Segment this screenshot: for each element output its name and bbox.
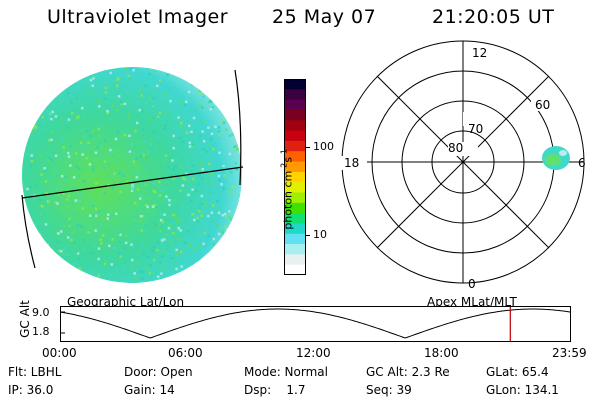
info-glat: GLat: 65.4 <box>486 365 549 379</box>
colorbar-segment <box>284 79 306 90</box>
timeline-x-tick-0000: 00:00 <box>42 346 77 360</box>
timeline-x-tick-0600: 06:00 <box>168 346 203 360</box>
colorbar-segment <box>284 213 306 225</box>
timeline-y-axis-label: GC Alt <box>18 300 32 338</box>
color-scale-bar <box>284 79 306 275</box>
label-bg-60 <box>531 97 555 111</box>
polar-mlt-plot <box>337 40 585 284</box>
info-gain: Gain: 14 <box>124 383 175 397</box>
timeline-x-tick-2359: 23:59 <box>552 346 587 360</box>
colorbar-segment <box>284 99 306 111</box>
timeline-left-label: Geographic Lat/Lon <box>67 295 185 309</box>
info-glon: GLon: 134.1 <box>486 383 559 397</box>
colorbar-segment <box>284 233 306 245</box>
timeline-y-tick-1-8: 1.8 <box>32 325 50 338</box>
label-bg-80 <box>448 142 478 156</box>
mlt-label-0: 0 <box>468 277 476 291</box>
label-bg-12 <box>473 47 491 61</box>
timeline-x-tick-1800: 18:00 <box>424 346 459 360</box>
colorbar-segment <box>284 192 306 204</box>
info-door: Door: Open <box>124 365 193 379</box>
polar-aurora-blob <box>542 146 570 170</box>
colorbar-segment <box>284 264 306 275</box>
colorbar-tick-10 <box>305 235 310 236</box>
colorbar-segment <box>284 254 306 266</box>
lat-label-80: 80 <box>448 141 464 155</box>
colorbar-segment <box>284 202 306 214</box>
info-ip: IP: 36.0 <box>8 383 54 397</box>
info-mode: Mode: Normal <box>244 365 328 379</box>
label-bg-18 <box>337 156 367 170</box>
colorbar-segment <box>284 244 306 255</box>
colorbar-segment <box>284 109 306 121</box>
mlt-label-12: 12 <box>472 46 488 60</box>
mlt-label-6: 6 <box>578 156 586 170</box>
timeline-y-tick-9: 9.0 <box>32 306 50 319</box>
altitude-timeline-plot <box>60 306 572 342</box>
polar-axis-diagonal-b <box>376 75 550 249</box>
colorbar-frame <box>284 79 306 275</box>
info-filter: Flt: LBHL <box>8 365 62 379</box>
mlt-label-18: 18 <box>344 156 360 170</box>
terminator-line <box>21 166 244 199</box>
limb-arc-right <box>234 69 242 186</box>
label-bg-70 <box>463 112 487 126</box>
colorbar-segment <box>284 140 306 152</box>
altitude-curve <box>60 308 572 339</box>
colorbar-segment <box>284 171 306 183</box>
colorbar-segment <box>284 223 306 235</box>
earth-uv-image <box>21 67 244 283</box>
colorbar-tick-100 <box>305 147 310 148</box>
instrument-title: Ultraviolet Imager <box>47 6 229 28</box>
colorbar-segment <box>284 89 306 101</box>
limb-arc-left <box>21 194 36 269</box>
observation-time: 21:20:05 UT <box>432 6 555 28</box>
info-seq: Seq: 39 <box>366 383 412 397</box>
colorbar-segment <box>284 151 306 163</box>
colorbar-segment <box>284 120 306 132</box>
timeline-x-tick-1200: 12:00 <box>296 346 331 360</box>
colorbar-label-10: 10 <box>313 228 327 241</box>
colorbar-segment <box>284 130 306 142</box>
colorbar-segment <box>284 161 306 173</box>
info-dsp: Dsp: 1.7 <box>244 383 306 397</box>
colorbar-unit-label: photon cm-2s-1 <box>279 149 295 230</box>
observation-date: 25 May 07 <box>272 6 377 28</box>
lat-label-60: 60 <box>535 98 551 112</box>
lat-label-70: 70 <box>468 122 484 136</box>
earth-disk <box>22 67 242 283</box>
colorbar-label-100: 100 <box>313 140 334 153</box>
colorbar-segment <box>284 182 306 194</box>
info-gc-alt: GC Alt: 2.3 Re <box>366 365 450 379</box>
timeline-right-label: Apex MLat/MLT <box>427 295 517 309</box>
